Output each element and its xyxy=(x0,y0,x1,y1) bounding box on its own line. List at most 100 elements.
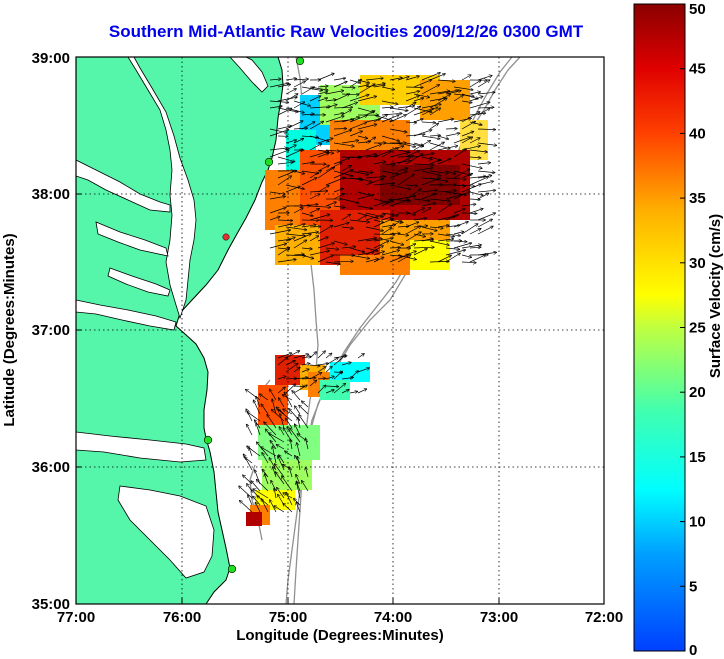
velocity-arrow xyxy=(389,233,400,234)
velocity-arrow xyxy=(357,154,376,158)
delaware-bay xyxy=(229,57,269,93)
velocity-arrow xyxy=(285,378,297,379)
colorbar-tick-label: 10 xyxy=(689,514,706,531)
velocity-arrow xyxy=(445,178,466,179)
velocity-arrow xyxy=(248,495,253,506)
velocity-arrow xyxy=(341,215,350,221)
velocity-arrow xyxy=(269,191,285,194)
velocity-arrow xyxy=(301,369,309,373)
velocity-arrow xyxy=(445,234,460,236)
velocity-arrow xyxy=(373,183,394,186)
albemarle-sound xyxy=(76,431,207,463)
velocity-arrow xyxy=(317,363,329,365)
velocity-arrow xyxy=(461,224,478,235)
velocity-arrow xyxy=(349,122,366,130)
velocity-arrow xyxy=(269,79,281,80)
velocity-arrow xyxy=(341,141,359,144)
velocity-arrow xyxy=(255,503,261,513)
velocity-arrow xyxy=(325,100,336,101)
velocity-arrow xyxy=(349,95,369,102)
velocity-arrow xyxy=(333,94,349,102)
velocity-arrow xyxy=(269,433,285,443)
x-tick-label: 74:00 xyxy=(374,609,412,626)
velocity-arrow xyxy=(429,142,444,151)
colorbar-tick-label: 45 xyxy=(689,61,706,78)
velocity-arrow xyxy=(453,118,471,123)
velocity-arrow xyxy=(341,247,355,248)
velocity-arrow xyxy=(301,114,314,115)
velocity-arrow xyxy=(437,233,454,237)
velocity-arrow xyxy=(325,91,344,95)
velocity-arrow xyxy=(333,223,349,228)
velocity-arrow xyxy=(381,115,399,123)
velocity-arrow xyxy=(413,247,434,248)
velocity-arrow xyxy=(265,474,269,485)
velocity-arrow xyxy=(453,95,463,102)
velocity-arrow xyxy=(317,74,334,81)
velocity-arrow xyxy=(317,226,333,235)
velocity-arrow xyxy=(445,91,461,95)
velocity-arrow xyxy=(285,140,296,144)
velocity-arrow xyxy=(445,170,455,174)
velocity-arrow xyxy=(469,96,483,102)
velocity-arrow xyxy=(270,500,277,513)
velocity-arrow xyxy=(373,251,384,256)
colorbar-label: Surface Velocity (cm/s) xyxy=(707,214,724,378)
velocity-arrow xyxy=(317,378,325,379)
york-river xyxy=(107,267,171,297)
velocity-arrow xyxy=(309,206,331,207)
velocity-arrow xyxy=(421,107,437,116)
velocity-arrow xyxy=(437,191,456,192)
velocity-arrow xyxy=(477,80,490,88)
velocity-arrow xyxy=(429,74,445,81)
velocity-arrow xyxy=(301,162,314,165)
velocity-arrow xyxy=(349,115,367,123)
velocity-arrow xyxy=(477,190,495,193)
velocity-arrow xyxy=(279,398,285,408)
velocity-arrow xyxy=(413,130,432,137)
colorbar-tick-label: 20 xyxy=(689,384,706,401)
velocity-arrow xyxy=(285,237,295,242)
velocity-arrow xyxy=(309,227,321,228)
velocity-arrow xyxy=(333,261,353,262)
velocity-arrow xyxy=(309,171,321,179)
velocity-arrow xyxy=(357,135,367,138)
velocity-arrow xyxy=(299,415,309,429)
velocity-arrow xyxy=(301,254,314,259)
velocity-arrow xyxy=(453,149,467,158)
velocity-arrow xyxy=(261,499,269,513)
velocity-arrow xyxy=(381,164,395,165)
velocity-arrow xyxy=(357,177,372,182)
velocity-arrow xyxy=(397,175,414,186)
velocity-arrow xyxy=(477,163,490,164)
velocity-arrow xyxy=(389,200,409,207)
velocity-arrow xyxy=(365,214,385,221)
velocity-arrow xyxy=(333,371,342,380)
velocity-arrow xyxy=(277,239,291,242)
velocity-arrow xyxy=(373,257,384,263)
velocity-arrow xyxy=(293,386,305,387)
velocity-arrow xyxy=(453,232,464,235)
velocity-arrow xyxy=(365,111,375,116)
velocity-arrow xyxy=(405,232,421,242)
velocity-arrow xyxy=(389,107,408,111)
velocity-arrow xyxy=(357,124,377,130)
velocity-arrow xyxy=(389,184,410,189)
velocity-arrow xyxy=(285,361,295,366)
velocity-arrow xyxy=(317,92,327,95)
velocity-arrow xyxy=(357,85,368,88)
velocity-arrow xyxy=(290,428,301,443)
velocity-arrow xyxy=(405,185,417,186)
velocity-arrow xyxy=(309,373,322,380)
velocity-arrow xyxy=(477,142,496,145)
velocity-arrow xyxy=(301,87,314,95)
velocity-arrow xyxy=(381,107,393,108)
velocity-arrow xyxy=(325,386,339,387)
velocity-arrow xyxy=(413,93,429,97)
velocity-arrow xyxy=(437,255,451,263)
velocity-arrow xyxy=(397,196,415,200)
velocity-arrow xyxy=(461,204,476,207)
velocity-arrow xyxy=(298,418,301,429)
velocity-arrow xyxy=(309,107,330,108)
velocity-arrow xyxy=(453,191,470,200)
